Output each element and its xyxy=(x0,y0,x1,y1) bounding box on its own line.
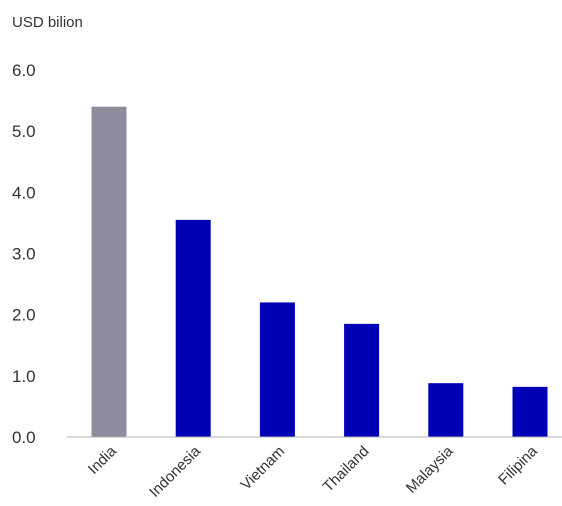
bar-thailand xyxy=(344,323,380,437)
bar-malaysia xyxy=(428,383,464,437)
x-tick-label: Thailand xyxy=(320,443,373,496)
y-tick-label: 4.0 xyxy=(12,183,36,202)
x-tick-label: Indonesia xyxy=(146,442,204,500)
bar-indonesia xyxy=(175,219,211,437)
y-tick-label: 3.0 xyxy=(12,245,36,264)
y-axis-label: USD bilion xyxy=(12,14,83,31)
y-axis-ticks: 0.0 1.0 2.0 3.0 4.0 5.0 6.0 xyxy=(12,61,36,447)
x-tick-label: Vietnam xyxy=(237,443,288,494)
y-tick-label: 6.0 xyxy=(12,61,36,80)
y-tick-label: 5.0 xyxy=(12,122,36,141)
y-tick-label: 1.0 xyxy=(12,367,36,386)
bar-vietnam xyxy=(259,302,295,437)
bar-filipina xyxy=(512,386,548,437)
x-tick-label: Malaysia xyxy=(403,442,457,496)
y-tick-label: 0.0 xyxy=(12,428,36,447)
bars xyxy=(91,106,548,437)
x-tick-label: India xyxy=(85,442,120,477)
x-axis-ticks: India Indonesia Vietnam Thailand Malaysia Fil… xyxy=(85,442,541,500)
y-tick-label: 2.0 xyxy=(12,306,36,325)
bar-india xyxy=(91,106,127,437)
x-tick-label: Filipina xyxy=(495,442,541,488)
